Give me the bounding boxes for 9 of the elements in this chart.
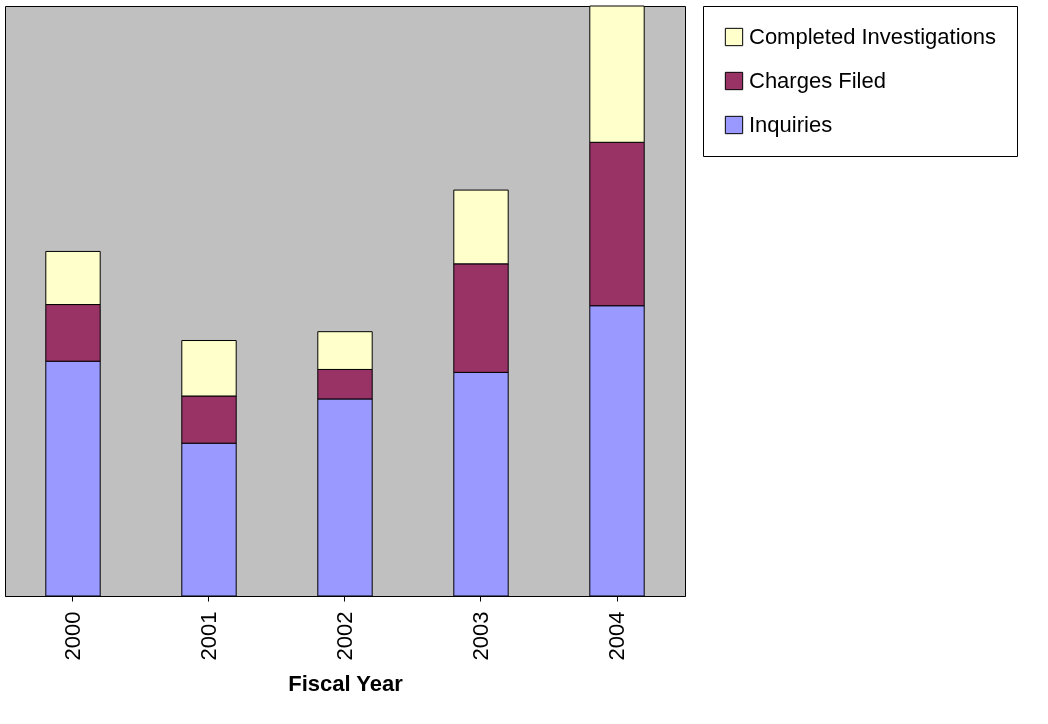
legend-label: Inquiries — [749, 112, 833, 137]
x-tick-label: 2004 — [604, 611, 629, 661]
legend-label: Charges Filed — [749, 68, 886, 93]
x-axis-title: Fiscal Year — [288, 671, 404, 697]
legend-label: Completed Investigations — [749, 24, 997, 49]
x-tick-label: 2001 — [196, 611, 221, 661]
x-tick-label: 2003 — [468, 611, 493, 661]
x-tick-label: 2000 — [60, 611, 85, 661]
x-tick-label: 2002 — [332, 611, 357, 661]
